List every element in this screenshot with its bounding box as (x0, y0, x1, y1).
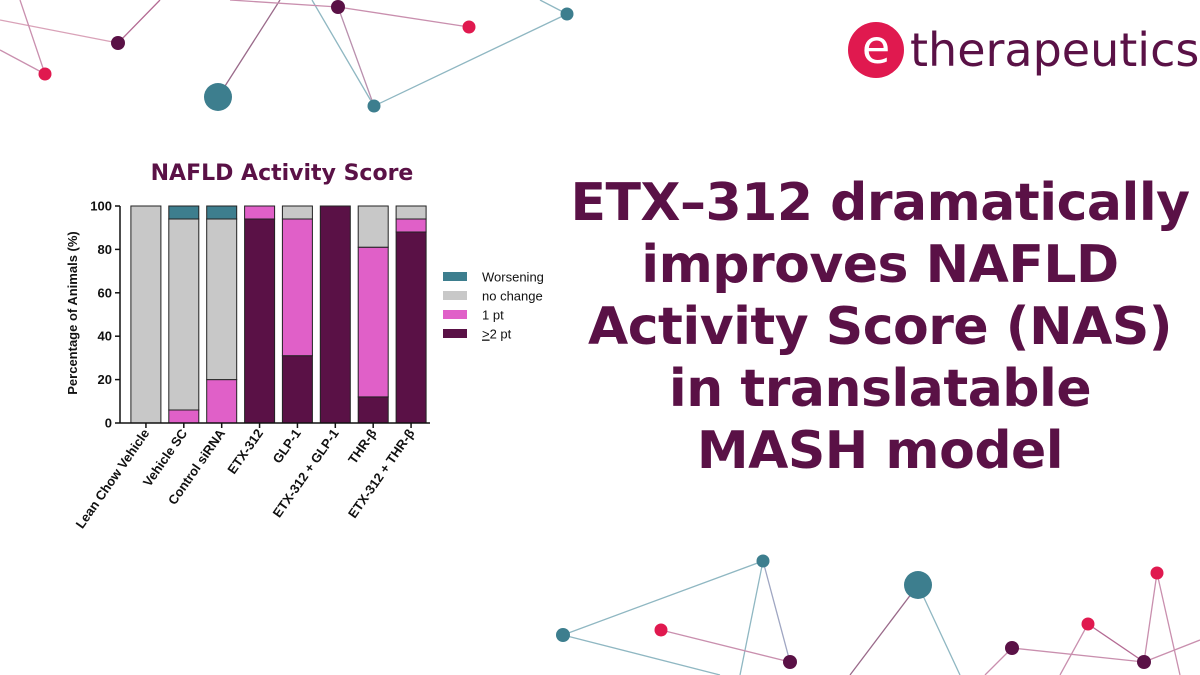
bar-segment (206, 205, 238, 220)
chart-title: NAFLD Activity Score (151, 161, 414, 186)
bar-segment (395, 231, 427, 424)
y-tick-label: 40 (98, 329, 112, 344)
logo-wordmark: therapeutics (910, 23, 1200, 77)
legend-swatch (443, 272, 467, 281)
x-tick-label: ETX-312 + GLP-1 (270, 426, 342, 520)
headline-line: improves NAFLD (641, 235, 1119, 295)
headline-line: in translatable (668, 359, 1092, 419)
x-tick-label: ETX-312 (224, 426, 266, 477)
nas-stacked-bar-chart: NAFLD Activity Score Percentage of Anima… (65, 161, 544, 531)
bar-segment (168, 409, 200, 424)
company-logo: e therapeutics (848, 20, 1199, 80)
y-tick-label: 0 (105, 416, 112, 431)
headline-line: Activity Score (NAS) (587, 297, 1173, 357)
bar-segment (319, 205, 351, 424)
bar-segment (357, 246, 389, 398)
headline: ETX–312 dramatically improves NAFLD Acti… (570, 172, 1190, 482)
bar-segment (281, 205, 313, 220)
headline-line: ETX–312 dramatically (570, 173, 1190, 233)
bar-segment (168, 205, 200, 220)
bar-segment (281, 218, 313, 357)
y-tick-label: 100 (90, 199, 112, 214)
legend-label: no change (482, 289, 543, 304)
bar-segment (206, 379, 238, 424)
bar-segment (357, 396, 389, 424)
logo-e-mark: e (848, 22, 904, 78)
bar-segment (281, 355, 313, 424)
legend-swatch (443, 291, 467, 300)
bar-segment (244, 218, 276, 424)
legend-swatch (443, 329, 467, 338)
bar-segment (395, 218, 427, 233)
bar-segment (395, 205, 427, 220)
legend-label: 1 pt (482, 308, 504, 323)
x-tick-label: THR-β (345, 426, 380, 467)
bar-segment (168, 218, 200, 411)
headline-line: MASH model (696, 421, 1064, 481)
x-tick-label: ETX-312 + THR-β (345, 426, 418, 521)
legend-swatch (443, 310, 467, 319)
bar-segment (357, 205, 389, 248)
y-tick-label: 80 (98, 242, 112, 257)
y-tick-label: 60 (98, 285, 112, 300)
bar-segment (130, 205, 162, 424)
legend-label: Worsening (482, 270, 544, 285)
x-tick-label: GLP-1 (270, 426, 304, 466)
legend-label: >2 pt (482, 327, 512, 342)
y-axis-title: Percentage of Animals (%) (65, 231, 80, 395)
bar-segment (244, 205, 276, 220)
bar-segment (206, 218, 238, 381)
y-tick-label: 20 (98, 372, 112, 387)
